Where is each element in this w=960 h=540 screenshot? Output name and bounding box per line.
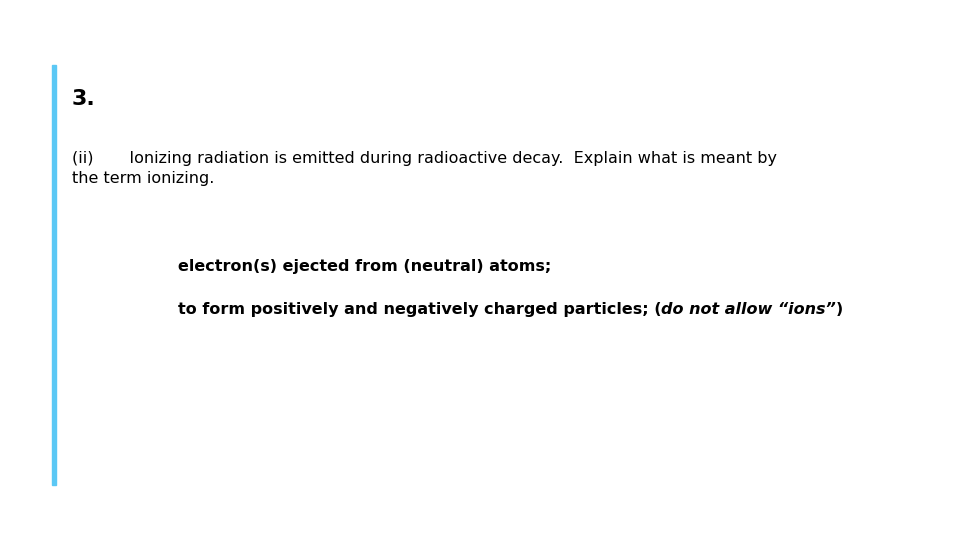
Text: do not allow “ions”: do not allow “ions” — [661, 302, 836, 318]
Text: (ii)       Ionizing radiation is emitted during radioactive decay.  Explain what: (ii) Ionizing radiation is emitted durin… — [72, 151, 777, 186]
Text: electron(s) ejected from (neutral) atoms;: electron(s) ejected from (neutral) atoms… — [178, 259, 551, 274]
Text: to form positively and negatively charged particles; (: to form positively and negatively charge… — [178, 302, 661, 318]
Text: 3.: 3. — [72, 89, 96, 109]
Text: ): ) — [836, 302, 843, 318]
